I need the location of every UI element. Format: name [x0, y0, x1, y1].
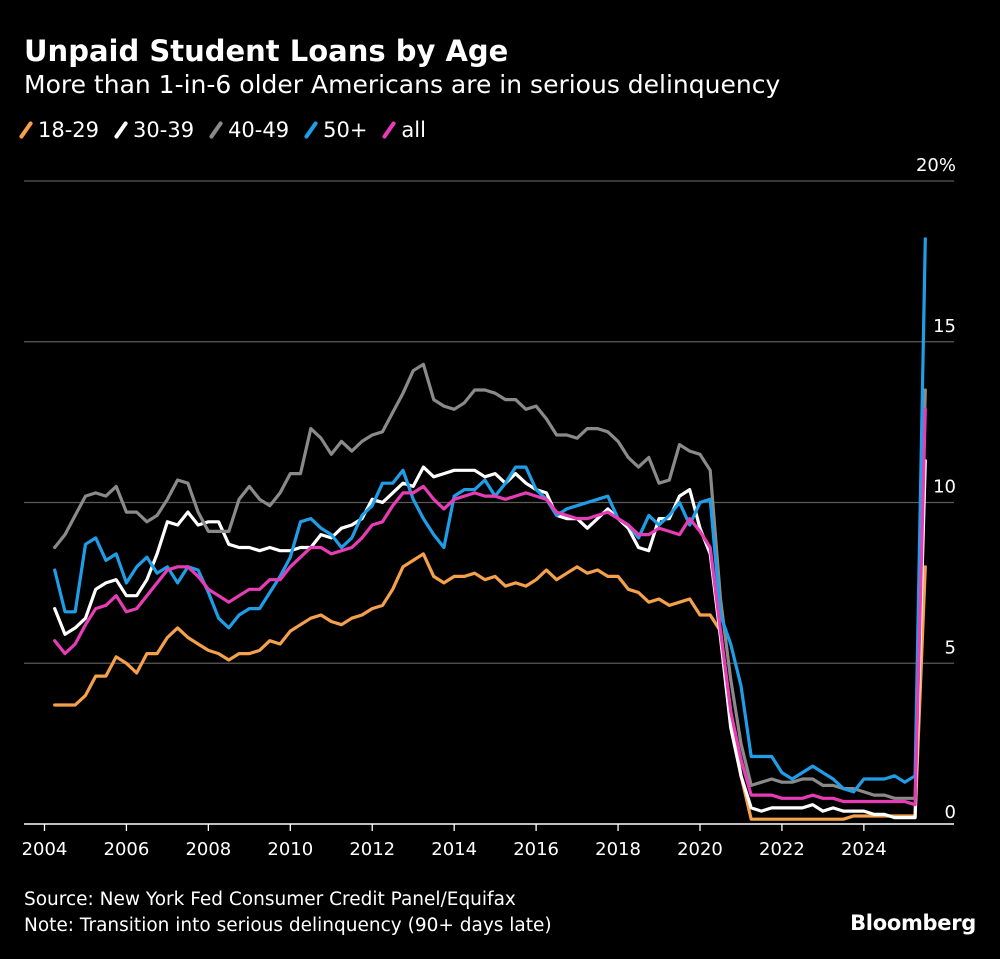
- legend-label-18-29: 18-29: [38, 118, 100, 142]
- chart-subtitle: More than 1-in-6 older Americans are in …: [24, 70, 781, 99]
- legend-label-30-39: 30-39: [133, 118, 195, 142]
- y-tick-label-5: 5: [945, 637, 956, 658]
- legend-item-all: all: [382, 118, 426, 142]
- x-tick-label-2024: 2024: [841, 839, 887, 860]
- chart-title: Unpaid Student Loans by Age: [24, 34, 509, 68]
- y-tick-label-10: 10: [933, 477, 956, 498]
- legend-label-all: all: [401, 118, 426, 142]
- x-tick-label-2016: 2016: [513, 839, 559, 860]
- legend: 18-29 30-39 40-49 50+ all: [18, 118, 426, 142]
- legend-item-40-49: 40-49: [208, 118, 290, 142]
- series-line-50-plus: [53, 237, 927, 794]
- x-tick-label-2006: 2006: [104, 839, 150, 860]
- y-tick-label-15: 15: [933, 316, 956, 337]
- x-tick-label-2008: 2008: [185, 839, 231, 860]
- source-note: Source: New York Fed Consumer Credit Pan…: [24, 889, 516, 910]
- y-tick-label-20: 20%: [916, 155, 956, 176]
- x-tick-label-2014: 2014: [431, 839, 477, 860]
- legend-item-50-plus: 50+: [303, 118, 368, 142]
- series-line-all: [53, 407, 927, 807]
- series-line-30-39: [53, 459, 927, 820]
- legend-label-50-plus: 50+: [323, 118, 368, 142]
- x-tick-label-2010: 2010: [267, 839, 313, 860]
- x-tick-label-2004: 2004: [22, 839, 68, 860]
- x-tick-label-2012: 2012: [349, 839, 395, 860]
- x-tick-label-2022: 2022: [759, 839, 805, 860]
- legend-item-30-39: 30-39: [113, 118, 195, 142]
- footnote: Note: Transition into serious delinquenc…: [24, 915, 552, 936]
- x-tick-label-2020: 2020: [677, 839, 723, 860]
- series-line-18-29: [53, 552, 927, 821]
- y-tick-label-0: 0: [945, 802, 956, 823]
- x-tick-label-2018: 2018: [595, 839, 641, 860]
- legend-label-40-49: 40-49: [228, 118, 290, 142]
- legend-item-18-29: 18-29: [18, 118, 100, 142]
- line-chart: 0 5 10 15 20% 2004 2006 2008 2010 2012 2014 2016 201…: [22, 155, 956, 860]
- series-line-40-49: [53, 362, 927, 800]
- bloomberg-logo: Bloomberg: [850, 911, 976, 935]
